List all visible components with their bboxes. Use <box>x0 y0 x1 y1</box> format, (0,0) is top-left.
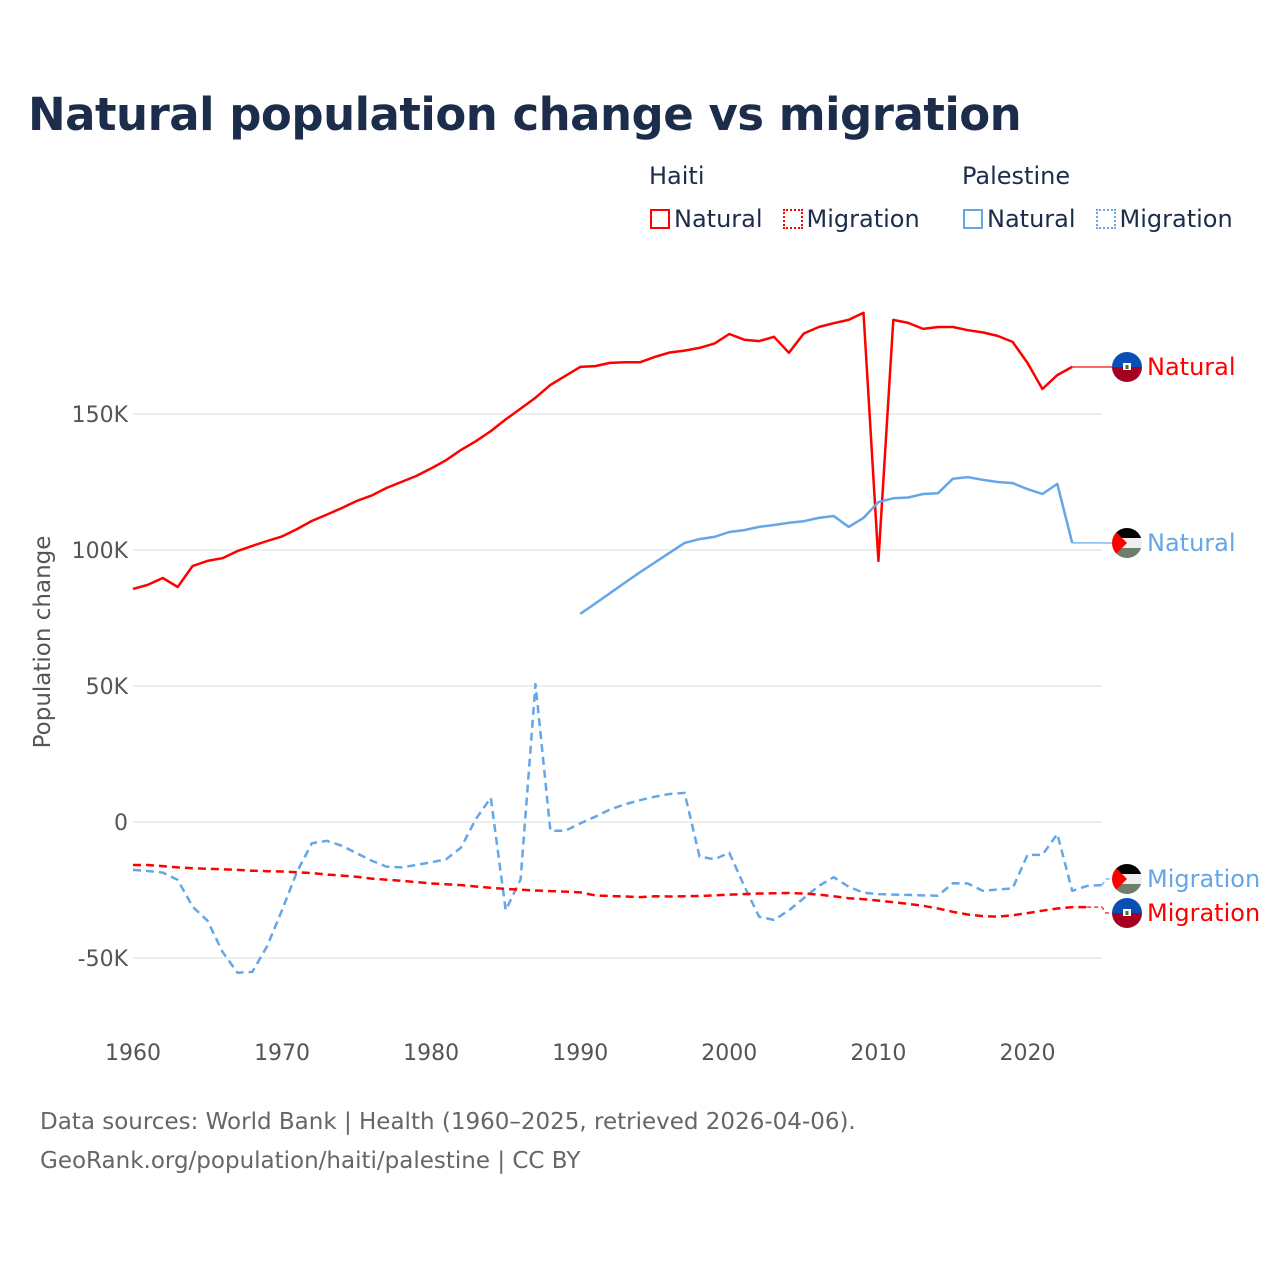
solid-swatch-icon <box>963 209 983 229</box>
dotted-swatch-icon <box>782 209 803 229</box>
legend-haiti: Natural Migration <box>650 205 940 233</box>
legend-item-palestine-migration[interactable]: Migration <box>1095 205 1233 233</box>
series-end-label-haiti-natural: Natural <box>1147 353 1236 381</box>
haiti-flag-icon <box>1112 898 1142 928</box>
series-line-palestine-natural[interactable] <box>579 475 1074 615</box>
palestine-flag-icon <box>1112 528 1142 558</box>
legend-label: Natural <box>987 205 1076 233</box>
series-line-palestine-migration[interactable] <box>132 682 1103 974</box>
haiti-flag-icon <box>1112 352 1142 382</box>
series-line-haiti-natural[interactable] <box>132 311 1073 591</box>
series-end-label-palestine-migration: Migration <box>1147 865 1260 893</box>
series-line-haiti-migration[interactable] <box>133 863 1088 918</box>
x-tick-label: 1970 <box>254 1041 310 1066</box>
footer-sources: Data sources: World Bank | Health (1960–… <box>40 1109 856 1135</box>
legend-palestine: Natural Migration <box>963 205 1253 233</box>
y-tick-label: 100K <box>72 539 129 564</box>
legend-group-title-haiti: Haiti <box>649 162 705 190</box>
series-end-label-haiti-migration: Migration <box>1147 899 1260 927</box>
x-tick-label: 2010 <box>850 1041 906 1066</box>
y-tick-label: 50K <box>86 675 129 700</box>
y-tick-label: -50K <box>78 947 129 972</box>
footer-credit[interactable]: GeoRank.org/population/haiti/palestine |… <box>40 1148 581 1174</box>
series-end-label-palestine-natural: Natural <box>1147 529 1236 557</box>
x-tick-label: 2020 <box>999 1041 1055 1066</box>
legend-item-palestine-natural[interactable]: Natural <box>963 205 1076 233</box>
y-tick-label: 0 <box>114 811 128 836</box>
legend-label: Natural <box>674 205 763 233</box>
dotted-swatch-icon <box>1095 209 1116 229</box>
solid-swatch-icon <box>650 209 670 229</box>
legend-label: Migration <box>1119 205 1233 233</box>
legend-item-haiti-migration[interactable]: Migration <box>782 205 920 233</box>
x-tick-label: 1980 <box>403 1041 459 1066</box>
label-connector <box>1101 878 1112 886</box>
x-tick-label: 2000 <box>701 1041 757 1066</box>
legend-group-title-palestine: Palestine <box>962 162 1071 190</box>
y-axis-label: Population change <box>30 536 56 749</box>
y-tick-label: 150K <box>72 403 129 428</box>
line-chart: 150K 100K 50K 0 -50K 1960 1970 1980 1990 2000 201… <box>30 311 1260 1066</box>
legend-item-haiti-natural[interactable]: Natural <box>650 205 763 233</box>
chart-title: Natural population change vs migration <box>28 88 1022 141</box>
x-tick-label: 1990 <box>552 1041 608 1066</box>
palestine-flag-icon <box>1112 864 1142 894</box>
legend-label: Migration <box>806 205 920 233</box>
x-tick-label: 1960 <box>105 1041 161 1066</box>
label-connector <box>1087 906 1112 914</box>
